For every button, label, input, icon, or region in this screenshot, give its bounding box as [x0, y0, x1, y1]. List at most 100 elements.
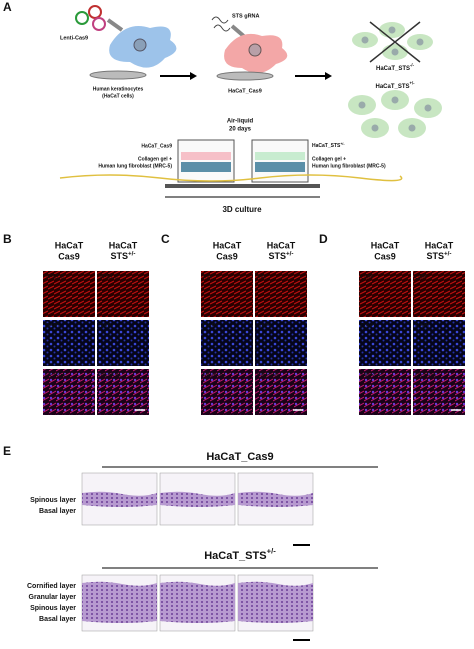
plasmid	[75, 11, 89, 25]
group-title-sup: +/-	[267, 547, 277, 556]
image-label: DAPI	[203, 324, 217, 330]
grna-label: STS gRNA	[232, 13, 260, 19]
epidermis	[160, 581, 235, 623]
column-header-base: STS	[268, 251, 286, 261]
epidermis	[160, 491, 235, 507]
left-line: HaCaT_Cas9	[141, 143, 172, 149]
layer-label: Spinous layer	[30, 497, 76, 504]
image-label: DAPI	[45, 324, 59, 330]
plasmid	[92, 17, 106, 31]
right-line-base: HaCaT_STS	[312, 143, 341, 149]
sts-het-label: HaCaT_STS+/-	[375, 81, 415, 90]
micrograph	[255, 271, 307, 317]
image-label: INV	[203, 275, 213, 281]
dish	[89, 70, 147, 80]
micrograph	[359, 320, 411, 366]
nucleus	[391, 48, 399, 56]
culture-label: 3D culture	[222, 205, 262, 214]
nucleus	[358, 101, 366, 109]
micrograph	[43, 369, 95, 415]
right-line: HaCaT_STS+/-	[312, 142, 345, 149]
air-liquid: 20 days	[229, 127, 252, 133]
epidermis	[238, 581, 313, 623]
column-header: HaCaT	[425, 240, 454, 250]
column-header: Cas9	[374, 251, 396, 261]
image-label: DAPI	[99, 324, 113, 330]
dish	[216, 71, 274, 81]
column-header-sup: +/-	[286, 250, 294, 257]
micrograph	[43, 320, 95, 366]
group-title-base: HaCaT_STS	[204, 550, 266, 562]
column-header: HaCaT	[371, 240, 400, 250]
micrograph	[97, 369, 149, 415]
micrograph	[201, 320, 253, 366]
column-header-base: STS	[426, 251, 444, 261]
epidermis	[255, 152, 305, 160]
sts-null-label-base: HaCaT_STS	[376, 66, 410, 72]
sts-het-label-sup: +/-	[410, 81, 416, 86]
arrowhead	[190, 72, 197, 80]
cells-label: Human keratinocytes	[93, 86, 144, 92]
arrow-gray	[106, 18, 124, 32]
panel-label: B	[3, 232, 12, 246]
column-header: HaCaT	[55, 240, 84, 250]
image-label: MERGE	[361, 373, 383, 379]
left-matrix: Collagen gel +	[138, 156, 172, 162]
group-title: HaCaT_STS+/-	[204, 547, 276, 562]
air-liquid: Air-liquid	[227, 119, 254, 125]
left-matrix: Human lung fibroblast (MRC-5)	[98, 163, 172, 169]
epidermis	[181, 152, 231, 160]
image-label: DAPI	[361, 324, 375, 330]
image-label: MERGE	[45, 373, 67, 379]
layer-label: Basal layer	[39, 508, 76, 515]
image-label: YPEL3	[45, 275, 64, 281]
plasmid	[88, 5, 102, 19]
sts-null-label-sup: -/-	[410, 63, 415, 68]
image-label: DAPI	[257, 324, 271, 330]
panel-label: A	[3, 0, 12, 14]
panel-label: E	[3, 444, 11, 458]
micrograph	[413, 271, 465, 317]
image-label: MERGE	[99, 373, 121, 379]
column-header: STS+/-	[426, 250, 451, 261]
layer-label: Basal layer	[39, 616, 76, 623]
micrograph	[201, 369, 253, 415]
nucleus	[361, 36, 369, 44]
nucleus	[408, 124, 416, 132]
column-header: Cas9	[216, 251, 238, 261]
micrograph	[413, 369, 465, 415]
micrograph	[359, 369, 411, 415]
column-header: HaCaT	[267, 240, 296, 250]
micrograph	[201, 271, 253, 317]
micrograph	[359, 271, 411, 317]
column-header: HaCaT	[213, 240, 242, 250]
epidermis	[238, 491, 313, 507]
epidermis	[82, 491, 157, 507]
micrograph	[43, 271, 95, 317]
cross	[369, 21, 421, 63]
arrowhead	[325, 72, 332, 80]
image-label: YPEL3	[99, 275, 118, 281]
column-header: STS+/-	[110, 250, 135, 261]
collagen	[255, 162, 305, 172]
epidermis	[82, 581, 157, 623]
image-label: DAPI	[415, 324, 429, 330]
sts-null-label: HaCaT_STS-/-	[376, 63, 415, 72]
panel-label: C	[161, 232, 170, 246]
nucleus	[248, 43, 262, 57]
lenti-label: Lenti-Cas9	[60, 35, 88, 41]
grna	[211, 16, 231, 32]
nucleus	[388, 26, 396, 34]
column-header: STS+/-	[268, 250, 293, 261]
column-header-base: STS	[110, 251, 128, 261]
micrograph	[255, 320, 307, 366]
nucleus	[416, 38, 424, 46]
insert	[177, 139, 235, 183]
right-matrix: Collagen gel +	[312, 156, 346, 162]
nucleus	[424, 104, 432, 112]
cas9-label: HaCaT_Cas9	[228, 88, 262, 94]
image-label: MERGE	[415, 373, 437, 379]
right-matrix: Human lung fibroblast (MRC-5)	[312, 163, 386, 169]
cells-label: (HaCaT cells)	[102, 93, 134, 99]
